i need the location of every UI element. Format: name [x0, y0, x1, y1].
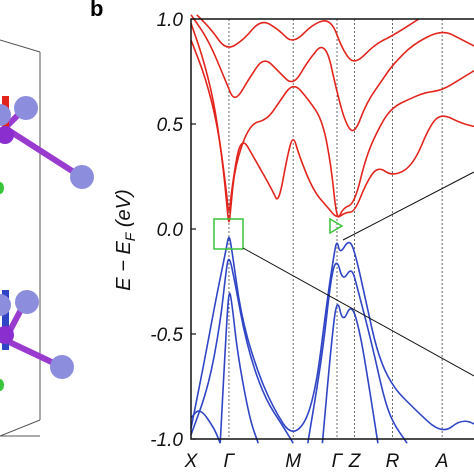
plot-frame [190, 18, 474, 440]
atom [14, 96, 38, 120]
atom-small [0, 326, 14, 344]
cell-edge [0, 39, 41, 53]
y-tick-label: 1.0 [157, 10, 184, 31]
valence-band-line [190, 236, 474, 432]
conduction-band-line [190, 39, 474, 218]
valence-band-line [219, 292, 259, 444]
x-tick-labels: XΓMΓZRAZ [184, 451, 449, 472]
valence-band-line [190, 258, 294, 444]
atom-edge [0, 104, 11, 126]
x-tick-label: R [386, 451, 400, 472]
y-tick-label: -0.5 [150, 325, 183, 346]
cell-edge [0, 419, 41, 437]
blue-arrow-shaft [2, 290, 9, 350]
atom-edge [0, 294, 11, 316]
annotations [213, 171, 474, 377]
bond [3, 125, 82, 179]
atom [70, 165, 94, 189]
panel-letter: b [90, 0, 103, 21]
callout-line-upper [342, 171, 474, 241]
valence-band-line [321, 304, 379, 444]
x-tick-label: Γ [224, 451, 236, 472]
x-tick-label: X [184, 451, 199, 472]
x-tick-label: A [435, 451, 449, 472]
band-lines [190, 14, 474, 444]
x-tick-label: M [285, 451, 301, 472]
crystal-structure [0, 39, 94, 437]
green-marker [0, 379, 4, 391]
zoom-box-z [329, 217, 344, 235]
x-tick-label: Γ [332, 451, 344, 472]
valence-band-line [190, 410, 221, 444]
callout-line-lower [242, 247, 474, 377]
atom-small [0, 126, 14, 144]
y-tick-label: 0.0 [157, 220, 184, 241]
y-tick-label: 0.5 [157, 115, 184, 136]
y-tick-label: -1.0 [150, 430, 183, 451]
green-marker [0, 182, 4, 194]
y-axis-label: E − EF (eV) [113, 189, 138, 290]
conduction-band-line [190, 22, 474, 223]
atom [50, 355, 74, 379]
zoom-box-gamma [213, 218, 244, 250]
conduction-band-line [196, 14, 420, 62]
x-tick-label: Z [348, 451, 362, 472]
bond [3, 337, 62, 369]
y-tick-labels: 1.0 0.5 0.0 -0.5 -1.0 [150, 10, 196, 451]
valence-band-line [307, 262, 408, 444]
atom [15, 290, 39, 314]
conduction-band-line [190, 14, 474, 132]
